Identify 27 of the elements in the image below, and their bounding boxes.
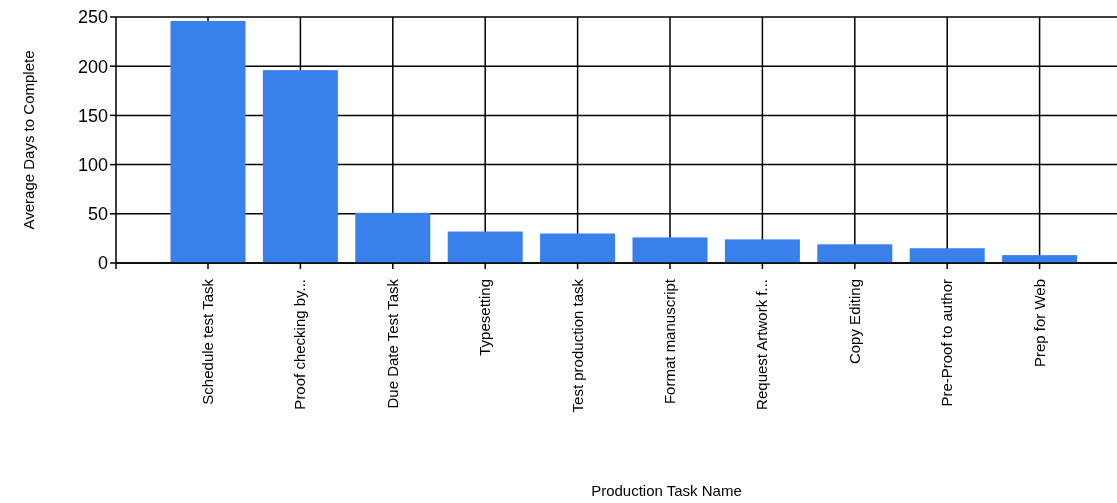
y-tick-label: 150 — [77, 105, 108, 126]
x-tick-label: Copy Editing — [845, 279, 863, 365]
bar — [262, 70, 338, 263]
y-tick-label: 250 — [77, 7, 108, 28]
x-tick-label: Due Date Test Task — [383, 278, 401, 409]
bar — [817, 244, 893, 263]
x-tick-label: Format manuscript — [661, 278, 678, 405]
bar — [170, 20, 246, 263]
x-tick-label: Request Artwork f... — [753, 279, 771, 410]
x-tick-label: Prep for Web — [1030, 279, 1048, 368]
x-axis-title: Production Task Name — [591, 482, 742, 499]
bar — [540, 233, 616, 263]
bar — [909, 248, 985, 263]
y-tick-label: 0 — [97, 253, 108, 274]
x-tick-label: Typesetting — [476, 279, 494, 356]
x-tick-label: Proof checking by... — [291, 279, 309, 410]
y-axis-title: Average Days to Complete — [20, 50, 37, 230]
y-tick-label: 50 — [87, 204, 108, 225]
bar — [355, 212, 431, 263]
bar — [447, 231, 523, 263]
x-tick-label: Schedule test Task — [199, 278, 216, 405]
bar — [724, 239, 800, 263]
x-tick-label: Pre-Proof to author — [938, 279, 956, 407]
y-tick-label: 200 — [77, 56, 108, 77]
x-tick-label: Test production task — [568, 278, 586, 413]
bar — [632, 237, 708, 263]
y-tick-label: 100 — [77, 154, 108, 175]
